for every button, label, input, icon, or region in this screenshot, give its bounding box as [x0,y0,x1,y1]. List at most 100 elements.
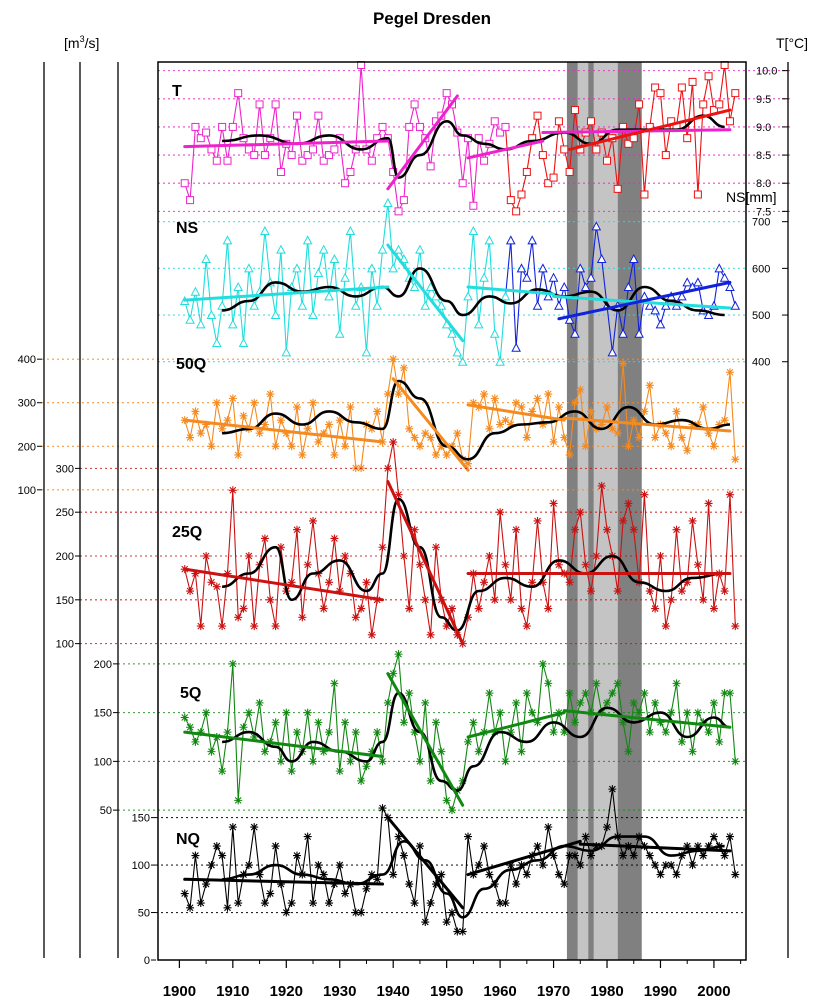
y-tick-label-t: 8.5 [756,150,771,162]
marker-square [180,179,189,188]
marker-star [255,429,264,438]
marker-star [464,459,473,468]
marker-star [442,796,451,805]
marker-star [244,708,253,717]
marker-square [341,179,350,188]
marker-star [303,708,312,717]
marker-star [255,870,264,879]
marker-square [399,196,408,205]
marker-star [533,394,542,403]
marker-star [635,433,644,442]
marker-triangle [190,286,201,296]
marker-star [704,728,713,737]
marker-star [549,851,558,860]
panel-t: 7.5 8.0 8.5 9.0 9.5 10.0 T [158,61,790,218]
x-tick-label-1950: 1950 [430,983,463,1000]
marker-star [597,708,606,717]
marker-triangle [607,347,618,357]
marker-star [688,747,697,756]
marker-triangle [532,300,543,310]
marker-star [683,842,692,851]
marker-star [421,595,430,604]
marker-star [410,525,419,534]
marker-star [266,595,275,604]
marker-star [410,728,419,737]
marker-star [458,927,467,936]
marker-star [512,880,521,889]
marker-triangle [473,319,484,329]
marker-star [362,762,371,771]
panel-5q: 50 100 150 200 5Q [94,650,746,817]
marker-triangle [543,291,554,301]
trend-line-ns-2 [466,285,556,296]
marker-square [378,122,387,131]
marker-star [576,861,585,870]
trend-line-nq-3 [578,842,732,853]
marker-triangle [650,305,660,315]
y-tick-label-50q: 100 [18,485,36,497]
marker-star [517,403,526,412]
marker-star [191,737,200,746]
marker-square [554,117,563,126]
marker-star [619,851,628,860]
marker-star [234,796,243,805]
marker-triangle [281,347,292,357]
marker-star [362,884,371,893]
series-line-50q [184,359,736,469]
marker-star [725,368,734,377]
marker-star [677,433,686,442]
panel-25q: 100 150 200 250 300 25Q [56,438,746,651]
series-line-5q [184,653,736,812]
marker-star [651,433,660,442]
marker-triangle [334,328,345,338]
marker-triangle [228,319,238,329]
marker-star [651,861,660,870]
marker-triangle [388,263,399,273]
marker-triangle [383,197,393,207]
marker-star [469,870,478,879]
marker-star [528,407,537,416]
marker-star [180,889,189,898]
marker-star [319,870,328,879]
panel-ns: 400 500 600 700 NS [158,197,788,369]
marker-star [565,851,574,860]
marker-star [506,420,515,429]
marker-star [298,450,307,459]
y-tick-label-nq: 50 [138,908,150,920]
marker-star [554,870,563,879]
marker-square [319,156,328,165]
marker-square [635,100,644,109]
marker-star [437,442,446,451]
y-tick-label-25q: 200 [56,551,74,563]
y-tick-label-5q: 50 [100,805,112,817]
marker-triangle [634,328,644,338]
marker-star [415,757,424,766]
trend-line-25q-0 [183,567,385,602]
marker-star [464,737,473,746]
marker-square [469,201,478,210]
marker-triangle [628,253,639,264]
y-tick-label-nq: 150 [132,813,150,825]
marker-star [431,450,440,459]
marker-star [565,578,574,587]
marker-triangle [489,328,500,338]
marker-square [586,117,595,126]
marker-star [661,622,670,631]
marker-star [239,411,248,420]
marker-triangle [522,272,532,282]
marker-star [554,403,563,412]
marker-star [715,420,724,429]
marker-star [218,851,227,860]
marker-star [260,420,269,429]
plot-frame [43,61,789,961]
marker-star [565,689,574,698]
marker-star [693,842,702,851]
marker-triangle [527,235,538,245]
marker-star [346,569,355,578]
marker-star [415,842,424,851]
marker-triangle [211,337,222,348]
marker-star [399,552,408,560]
marker-star [464,832,473,841]
marker-square [325,151,334,160]
marker-star [474,861,483,870]
